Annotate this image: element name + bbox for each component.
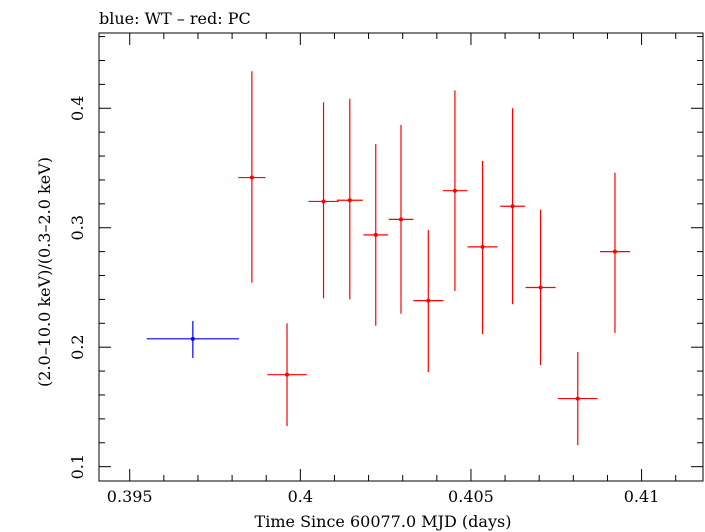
x-tick-label: 0.41 xyxy=(624,487,660,506)
data-point xyxy=(426,298,431,303)
y-tick-label: 0.2 xyxy=(68,334,87,359)
data-point xyxy=(480,244,485,249)
data-point xyxy=(249,175,254,180)
data-series xyxy=(146,71,630,446)
y-tick-label: 0.1 xyxy=(68,454,87,479)
data-point xyxy=(373,232,378,237)
x-tick-label: 0.405 xyxy=(448,487,494,506)
data-point xyxy=(575,396,580,401)
x-tick-label: 0.395 xyxy=(107,487,153,506)
x-axis-ticks xyxy=(129,33,677,481)
y-tick-label: 0.3 xyxy=(68,215,87,240)
plot-frame xyxy=(98,32,704,482)
series-pc xyxy=(238,71,630,446)
data-point xyxy=(321,199,326,204)
y-axis-ticks xyxy=(99,36,703,468)
data-point xyxy=(285,372,290,377)
data-point xyxy=(612,249,617,254)
data-point xyxy=(399,217,403,222)
y-tick-label: 0.4 xyxy=(68,96,87,121)
x-axis-tick-labels: 0.395 0.4 0.405 0.41 xyxy=(107,487,660,506)
x-tick-label: 0.4 xyxy=(288,487,313,506)
data-point xyxy=(347,198,352,203)
data-point xyxy=(538,285,543,290)
data-point xyxy=(190,336,195,341)
x-axis-label: Time Since 60077.0 MJD (days) xyxy=(255,512,512,531)
series-wt xyxy=(146,320,239,358)
data-point xyxy=(452,188,457,193)
chart-title: blue: WT – red: PC xyxy=(99,9,251,28)
data-point xyxy=(510,204,515,209)
y-axis-label: (2.0–10.0 keV)/(0.3–2.0 keV) xyxy=(35,157,54,387)
y-axis-tick-labels: 0.1 0.2 0.3 0.4 xyxy=(68,96,87,480)
